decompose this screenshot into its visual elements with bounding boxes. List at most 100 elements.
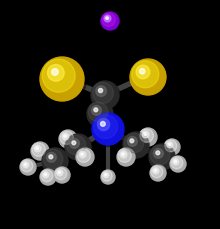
Circle shape [77,149,90,163]
Circle shape [40,58,84,101]
Circle shape [60,131,78,149]
Circle shape [92,106,101,116]
Circle shape [36,147,38,150]
Circle shape [20,159,36,175]
Circle shape [104,16,111,23]
Circle shape [132,62,168,97]
Circle shape [94,115,126,147]
Circle shape [54,167,70,183]
Circle shape [132,62,159,88]
Circle shape [151,166,167,182]
Circle shape [43,172,49,178]
Circle shape [92,83,120,111]
Circle shape [65,134,91,160]
Circle shape [149,144,175,170]
Circle shape [122,153,125,156]
Circle shape [23,162,29,168]
Circle shape [120,151,127,158]
Circle shape [41,170,53,182]
Circle shape [153,168,159,174]
Circle shape [102,171,116,185]
Circle shape [106,18,108,20]
Circle shape [102,14,120,32]
Circle shape [171,157,187,173]
Circle shape [168,144,171,146]
Circle shape [42,148,68,174]
Circle shape [124,134,150,160]
Circle shape [24,164,27,166]
Circle shape [41,170,57,186]
Circle shape [21,160,37,176]
Circle shape [66,136,86,155]
Circle shape [96,86,106,97]
Circle shape [94,108,98,112]
Circle shape [97,119,110,131]
Circle shape [139,128,157,146]
Circle shape [77,149,95,167]
Circle shape [130,60,166,95]
Circle shape [118,149,136,167]
Circle shape [153,149,163,159]
Circle shape [52,69,58,76]
Circle shape [103,173,109,178]
Circle shape [142,131,149,138]
Circle shape [144,133,147,136]
Circle shape [164,139,180,155]
Circle shape [88,103,114,129]
Circle shape [167,142,173,148]
Circle shape [92,114,124,145]
Circle shape [118,149,131,163]
Circle shape [127,137,137,147]
Circle shape [94,115,118,139]
Circle shape [70,139,79,149]
Circle shape [44,174,47,176]
Circle shape [101,13,119,31]
Circle shape [76,148,94,166]
Circle shape [124,134,144,153]
Circle shape [59,131,77,148]
Circle shape [55,168,71,184]
Circle shape [117,148,135,166]
Circle shape [170,156,186,172]
Circle shape [139,69,145,75]
Circle shape [79,151,86,158]
Circle shape [102,171,112,181]
Circle shape [55,168,67,180]
Circle shape [154,169,157,172]
Circle shape [32,143,50,161]
Circle shape [140,129,153,143]
Circle shape [150,146,176,172]
Circle shape [123,132,149,158]
Circle shape [81,153,83,156]
Circle shape [43,150,69,176]
Circle shape [87,101,113,128]
Circle shape [58,172,61,174]
Circle shape [34,145,41,152]
Circle shape [60,131,73,145]
Circle shape [171,157,183,169]
Circle shape [88,103,108,122]
Circle shape [173,159,179,165]
Circle shape [130,139,134,143]
Circle shape [46,153,56,163]
Circle shape [72,141,76,145]
Circle shape [151,166,163,178]
Circle shape [32,143,45,157]
Circle shape [174,161,177,163]
Circle shape [156,151,160,155]
Circle shape [64,135,66,138]
Circle shape [31,142,49,160]
Circle shape [98,89,103,93]
Circle shape [165,140,177,152]
Circle shape [42,60,86,104]
Circle shape [92,83,113,104]
Circle shape [40,169,56,185]
Circle shape [165,140,181,156]
Circle shape [62,134,69,140]
Circle shape [48,65,64,82]
Circle shape [43,150,63,169]
Circle shape [150,165,166,181]
Circle shape [136,66,150,79]
Circle shape [102,14,116,27]
Circle shape [49,155,53,159]
